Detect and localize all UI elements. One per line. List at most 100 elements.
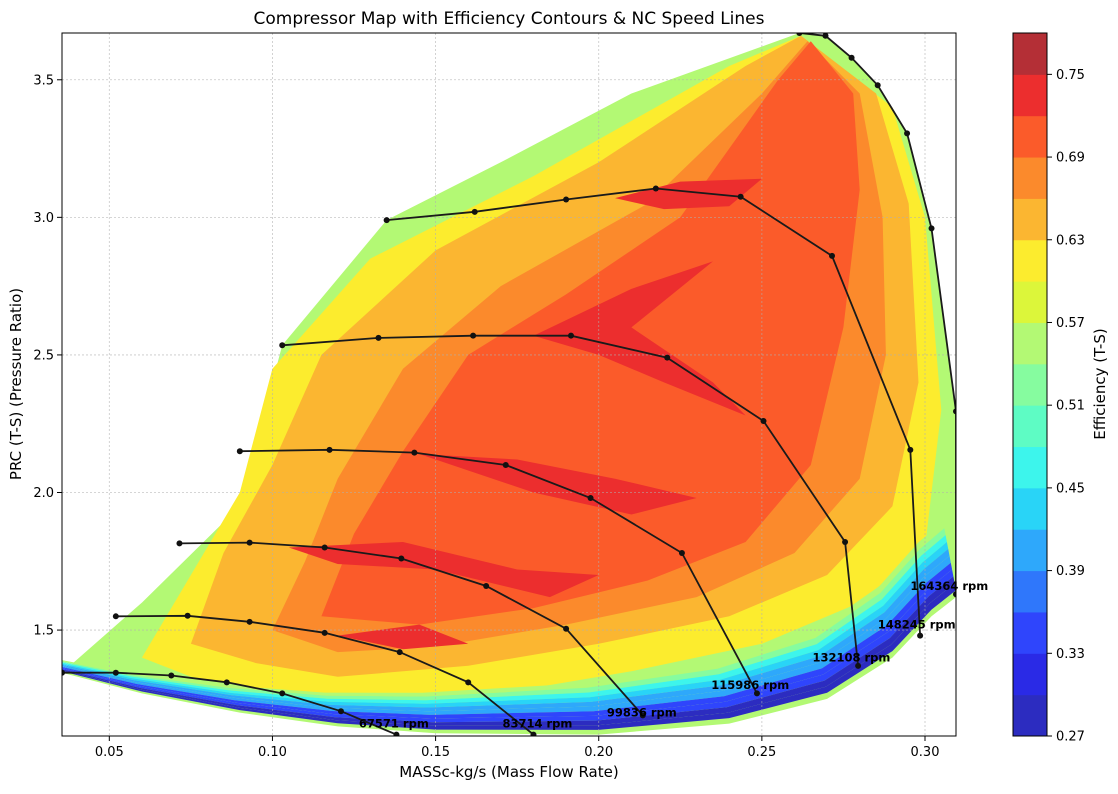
speed-line-point xyxy=(176,540,183,547)
speed-line-point xyxy=(184,612,191,619)
grid-lines xyxy=(62,33,956,736)
y-axis-label: PRC (T-S) (Pressure Ratio) xyxy=(7,288,25,480)
colorbar-swatch xyxy=(1013,446,1047,489)
speed-line-point xyxy=(848,54,855,61)
colorbar-swatch xyxy=(1013,363,1047,406)
contour-red-core-2 xyxy=(288,542,599,598)
speed-line-point xyxy=(398,555,405,562)
speed-line-label: 67571 rpm xyxy=(359,717,429,731)
speed-line-point xyxy=(678,550,685,557)
x-axis-label: MASSc-kg/s (Mass Flow Rate) xyxy=(399,763,618,781)
colorbar-tick-label: 0.63 xyxy=(1056,233,1085,248)
contour-red-core-5 xyxy=(615,178,762,210)
y-tick-label: 2.0 xyxy=(33,486,54,501)
speed-line-point xyxy=(112,669,119,676)
speed-line-point xyxy=(664,354,671,361)
colorbar-swatch xyxy=(1013,529,1047,572)
speed-line-label: 99836 rpm xyxy=(607,706,677,720)
speed-line-point xyxy=(953,591,956,598)
speed-line xyxy=(386,187,921,636)
speed-line-point xyxy=(396,649,403,656)
colorbar-swatch xyxy=(1013,115,1047,158)
contour-red-core-1 xyxy=(337,624,469,650)
colorbar-tick-label: 0.27 xyxy=(1056,730,1085,745)
speed-line-point xyxy=(842,539,849,546)
speed-line-point xyxy=(465,679,472,686)
colorbar-label: Efficiency (T-S) xyxy=(1091,328,1109,439)
speed-line-point xyxy=(470,332,477,339)
y-tick-label: 1.5 xyxy=(33,624,54,639)
speed-line-point xyxy=(321,629,328,636)
speed-line-point xyxy=(907,446,914,453)
speed-lines xyxy=(62,33,956,736)
speed-line-point xyxy=(383,217,390,224)
speed-line-point xyxy=(411,449,418,456)
colorbar-swatch xyxy=(1013,74,1047,117)
contour-red-core-4 xyxy=(533,261,746,416)
colorbar-swatch xyxy=(1013,198,1047,241)
colorbar-swatch xyxy=(1013,570,1047,613)
y-axis: 1.5 2.0 2.5 3.0 3.5 xyxy=(33,73,62,639)
speed-line-labels: 67571 rpm 83714 rpm 99836 rpm 115986 rpm 132… xyxy=(359,579,988,731)
colorbar-frame xyxy=(1012,32,1048,737)
y-tick-label: 3.5 xyxy=(33,73,54,88)
speed-line-point xyxy=(953,408,956,415)
speed-line-point xyxy=(502,461,509,468)
speed-line-point xyxy=(829,252,836,259)
speed-line-label: 83714 rpm xyxy=(502,717,572,731)
colorbar-tick-label: 0.45 xyxy=(1056,481,1085,496)
speed-line-point xyxy=(471,208,478,215)
colorbar-swatch xyxy=(1013,322,1047,365)
speed-line-point xyxy=(246,618,253,625)
chart-title: Compressor Map with Efficiency Contours … xyxy=(253,9,764,29)
colorbar-swatch xyxy=(1013,405,1047,448)
colorbar-tick-label: 0.75 xyxy=(1056,68,1085,83)
colorbar-swatch xyxy=(1013,157,1047,199)
x-tick-label: 0.30 xyxy=(911,745,940,760)
speed-line-point xyxy=(563,625,570,632)
speed-line-point xyxy=(563,196,570,203)
speed-line-point xyxy=(796,33,803,36)
speed-line-point xyxy=(874,82,881,89)
speed-line-label: 148245 rpm xyxy=(878,618,956,632)
colorbar: 0.27 0.33 0.39 0.45 0.51 0.57 0.63 0.69 0.75 xyxy=(1012,32,1085,745)
speed-line-point xyxy=(279,690,286,697)
speed-line-point xyxy=(737,193,744,200)
speed-line-point xyxy=(567,332,574,339)
speed-line-label: 132108 rpm xyxy=(812,651,890,665)
colorbar-tick-label: 0.57 xyxy=(1056,316,1085,331)
speed-line-point xyxy=(326,446,333,453)
speed-line-point xyxy=(822,33,829,39)
speed-line-point xyxy=(587,494,594,501)
speed-line xyxy=(799,33,956,595)
speed-line-point xyxy=(279,342,286,349)
x-tick-label: 0.15 xyxy=(421,745,450,760)
speed-line-point xyxy=(760,417,767,424)
speed-line-point xyxy=(223,679,230,686)
speed-line xyxy=(282,334,859,666)
colorbar-swatch xyxy=(1013,33,1047,75)
colorbar-swatch xyxy=(1013,694,1047,737)
speed-line-label: 164364 rpm xyxy=(910,579,988,593)
speed-line-point xyxy=(753,690,760,697)
colorbar-tick-label: 0.69 xyxy=(1056,151,1085,166)
speed-line-point xyxy=(530,731,537,736)
plot-frame xyxy=(61,32,957,737)
y-tick-label: 2.5 xyxy=(33,348,54,363)
speed-line-point xyxy=(928,225,935,232)
contour-red-core-3 xyxy=(419,454,697,515)
speed-line-point xyxy=(246,539,253,546)
colorbar-tick-label: 0.39 xyxy=(1056,564,1085,579)
colorbar-swatch xyxy=(1013,487,1047,530)
colorbar-swatch xyxy=(1013,281,1047,323)
speed-line-point xyxy=(236,448,243,455)
speed-line-label: 115986 rpm xyxy=(711,678,789,692)
speed-line-point xyxy=(917,632,924,639)
speed-line-point xyxy=(855,662,862,669)
colorbar-tick-label: 0.51 xyxy=(1056,399,1085,414)
colorbar-tick-label: 0.33 xyxy=(1056,647,1085,662)
colorbar-swatch xyxy=(1013,653,1047,696)
x-tick-label: 0.10 xyxy=(258,745,287,760)
